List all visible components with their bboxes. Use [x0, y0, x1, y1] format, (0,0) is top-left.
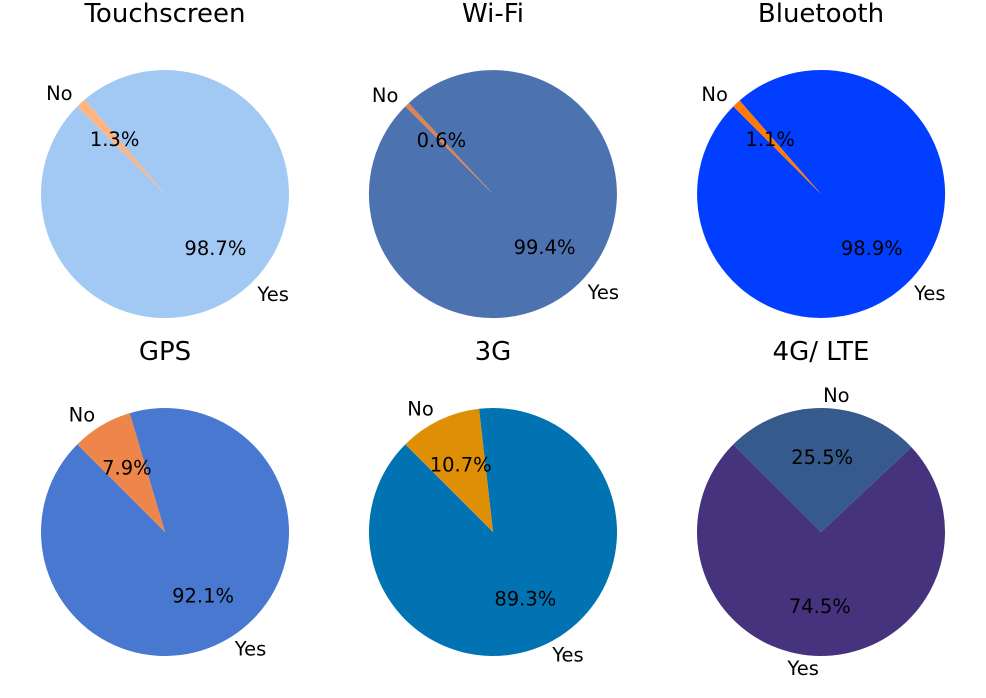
pie-slice-yes [368, 70, 617, 319]
slice-percent-yes: 92.1% [172, 584, 234, 607]
slice-percent-yes: 98.9% [841, 237, 903, 260]
pie-title: Wi-Fi [462, 0, 524, 29]
slice-label-yes: Yes [551, 643, 583, 666]
slice-label-no: No [69, 403, 96, 426]
pie-slice-yes [40, 70, 289, 319]
slice-label-yes: Yes [786, 657, 818, 680]
slice-percent-yes: 99.4% [514, 236, 576, 259]
pie-slice-no [733, 100, 821, 194]
slice-percent-yes: 98.7% [184, 237, 246, 260]
pie-wi-fi: Wi-Fi Yes 99.4% No 0.6% [368, 0, 619, 319]
slice-percent-yes: 89.3% [494, 588, 556, 611]
pie-title: Touchscreen [83, 0, 245, 29]
pie-slice-no [77, 413, 165, 532]
pie-slice-yes [697, 69, 946, 318]
pie-bluetooth: Bluetooth Yes 98.9% No 1.1% [697, 0, 946, 318]
pie-slice-yes [369, 407, 618, 656]
pie-slice-yes [696, 444, 945, 657]
slice-label-no: No [372, 84, 399, 107]
slice-label-yes: Yes [587, 281, 619, 304]
slice-percent-no: 10.7% [430, 454, 492, 477]
slice-percent-yes: 74.5% [789, 595, 851, 618]
pie-title: 3G [475, 337, 512, 367]
pie-title: Bluetooth [758, 0, 884, 29]
slice-percent-no: 1.1% [745, 128, 795, 151]
slice-label-no: No [823, 384, 850, 407]
slice-percent-no: 1.3% [90, 128, 140, 151]
pie-title: GPS [139, 337, 191, 367]
slice-label-no: No [701, 83, 728, 106]
pie-4g-lte: 4G/ LTE Yes 74.5% No 25.5% [696, 337, 945, 680]
slice-label-yes: Yes [234, 638, 266, 661]
pie-slice-no [405, 408, 493, 532]
pie-title: 4G/ LTE [773, 337, 870, 367]
slice-label-yes: Yes [256, 283, 288, 306]
pie-slice-no [77, 99, 165, 194]
pie-slice-no [733, 408, 912, 532]
pie-slice-no [405, 103, 493, 194]
slice-label-no: No [46, 82, 73, 105]
slice-percent-no: 0.6% [417, 129, 467, 152]
slice-percent-no: 7.9% [102, 457, 152, 480]
pie-gps: GPS Yes 92.1% No 7.9% [41, 337, 290, 661]
slice-label-yes: Yes [913, 282, 945, 305]
slice-label-no: No [407, 398, 434, 421]
pie-slice-yes [41, 407, 290, 656]
pie-3g: 3G Yes 89.3% No 10.7% [369, 337, 618, 666]
pie-touchscreen: Touchscreen Yes 98.7% No 1.3% [40, 0, 289, 319]
slice-percent-no: 25.5% [791, 446, 853, 469]
